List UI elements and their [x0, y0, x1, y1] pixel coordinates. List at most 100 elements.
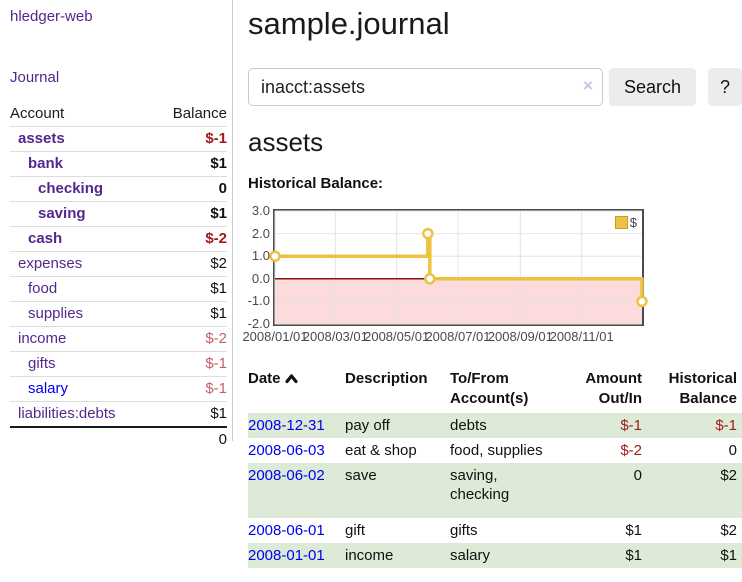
account-balance: $1 [153, 201, 227, 227]
account-balance: $1 [153, 151, 227, 177]
register-col-accounts: To/From Account(s) [450, 370, 529, 407]
sort-ascending-icon [284, 370, 298, 390]
account-link[interactable]: food [28, 280, 58, 297]
account-row: gifts $-1 [10, 351, 227, 377]
accounts-table: Account Balance assets $-1 bank $1 checking 0… [10, 102, 227, 452]
transaction-row[interactable]: 2008-01-01 income salary $1 $1 [248, 543, 742, 568]
account-row: assets $-1 [10, 126, 227, 152]
account-link[interactable]: salary [28, 380, 69, 397]
x-axis-tick-label: 2008/07/01 [425, 329, 491, 344]
data-point-marker[interactable] [636, 295, 648, 308]
data-point-marker[interactable] [424, 273, 436, 285]
transaction-accounts: debts [450, 417, 487, 434]
data-point-marker[interactable] [422, 227, 434, 240]
account-row: cash $-2 [10, 226, 227, 252]
sidebar: hledger-web Journal Account Balance asse… [0, 0, 233, 452]
search-form: × Search ? [248, 68, 742, 106]
transaction-date-link[interactable]: 2008-06-03 [248, 442, 325, 459]
account-row: liabilities:debts $1 [10, 401, 227, 427]
chart-canvas [269, 210, 648, 325]
y-axis-tick-label: 2.0 [251, 225, 270, 241]
account-balance: $-1 [153, 126, 227, 152]
account-balance: $1 [153, 301, 227, 327]
transaction-date-link[interactable]: 2008-01-01 [248, 547, 325, 564]
transaction-amount: $1 [625, 547, 642, 564]
transaction-row[interactable]: 2008-06-01 gift gifts $1 $2 [248, 518, 742, 543]
account-row: saving $1 [10, 201, 227, 227]
y-axis-tick-label: 0.0 [251, 270, 270, 286]
nav-journal-link[interactable]: Journal [10, 69, 60, 86]
transaction-date-cell: 2008-06-02 [248, 463, 345, 518]
register-col-date[interactable]: Date [248, 367, 345, 413]
transaction-balance: 0 [728, 442, 737, 459]
account-row: expenses $2 [10, 251, 227, 277]
transaction-date-link[interactable]: 2008-06-01 [248, 522, 325, 539]
transaction-row[interactable]: 2008-06-02 save saving, checking 0 $2 [248, 463, 742, 518]
transaction-accounts: gifts [450, 522, 478, 539]
x-axis-tick-label: 2008/01/01 [242, 329, 308, 344]
transaction-balance: $2 [720, 467, 737, 484]
account-balance: $-1 [153, 376, 227, 402]
transaction-date-cell: 2008-06-03 [248, 438, 345, 463]
account-balance: $1 [153, 276, 227, 302]
account-link[interactable]: saving [38, 205, 86, 222]
transaction-balance: $2 [720, 522, 737, 539]
transaction-description: pay off [345, 417, 390, 434]
register-col-description: Description [345, 370, 428, 387]
y-axis-tick-label: -2.0 [247, 316, 270, 331]
legend-label: $ [629, 215, 637, 230]
account-row: food $1 [10, 276, 227, 302]
chart-title: Historical Balance: [248, 175, 384, 192]
clear-search-icon[interactable]: × [583, 76, 593, 95]
search-field-wrap: × [248, 68, 603, 106]
y-axis-tick-label: 1.0 [251, 248, 270, 264]
transaction-row[interactable]: 2008-06-03 eat & shop food, supplies $-2 0 [248, 438, 742, 463]
transaction-description: save [345, 467, 377, 484]
transaction-accounts: food, supplies [450, 442, 543, 459]
account-balance: $1 [153, 401, 227, 427]
transaction-balance: $1 [720, 547, 737, 564]
account-link[interactable]: liabilities:debts [18, 405, 116, 422]
transaction-accounts: saving, checking [450, 467, 510, 503]
account-heading: assets [248, 127, 324, 157]
account-link[interactable]: checking [38, 180, 104, 197]
account-row: supplies $1 [10, 301, 227, 327]
transaction-amount: 0 [633, 467, 642, 484]
y-axis-tick-label: 3.0 [251, 203, 270, 218]
account-link[interactable]: supplies [28, 305, 84, 322]
account-balance: $-1 [153, 351, 227, 377]
data-point-marker[interactable] [269, 250, 281, 262]
account-balance: 0 [153, 176, 227, 202]
account-balance: $-2 [153, 326, 227, 352]
transaction-date-cell: 2008-06-01 [248, 518, 345, 543]
account-row: income $-2 [10, 326, 227, 352]
journal-title: sample.journal [248, 6, 450, 41]
account-link[interactable]: gifts [28, 355, 56, 372]
account-link[interactable]: bank [28, 155, 64, 172]
accounts-total-row: 0 [10, 426, 227, 452]
transaction-balance: $-1 [715, 417, 737, 434]
register-col-balance: Historical Balance [668, 370, 737, 407]
transaction-amount: $1 [625, 522, 642, 539]
transaction-date-link[interactable]: 2008-12-31 [248, 417, 325, 434]
transaction-accounts: salary [450, 547, 491, 564]
transaction-description: eat & shop [345, 442, 417, 459]
account-link[interactable]: assets [18, 130, 65, 147]
register-col-amount: Amount Out/In [585, 370, 642, 407]
search-input[interactable] [248, 68, 603, 106]
chart-legend: $ [612, 214, 639, 231]
balance-col-header: Balance [172, 105, 227, 122]
historical-balance-chart: $3.0 2.0 1.0 0.0 -1.0 -2.0 2008/01/01 2008/03/0… [242, 204, 742, 349]
account-link[interactable]: income [18, 330, 67, 347]
x-axis-tick-label: 2008/09/01 [487, 329, 553, 344]
transaction-date-link[interactable]: 2008-06-02 [248, 467, 325, 484]
account-link[interactable]: cash [28, 230, 63, 247]
search-button[interactable]: Search [608, 68, 696, 106]
register-header-row: Date Description To/From Account(s) Amou… [248, 367, 742, 413]
account-link[interactable]: expenses [18, 255, 83, 272]
app-brand-link[interactable]: hledger-web [10, 8, 93, 25]
accounts-total-balance: 0 [153, 426, 227, 452]
transaction-row[interactable]: 2008-12-31 pay off debts $-1 $-1 [248, 413, 742, 438]
help-button[interactable]: ? [707, 68, 742, 106]
register-table: Date Description To/From Account(s) Amou… [248, 367, 742, 568]
